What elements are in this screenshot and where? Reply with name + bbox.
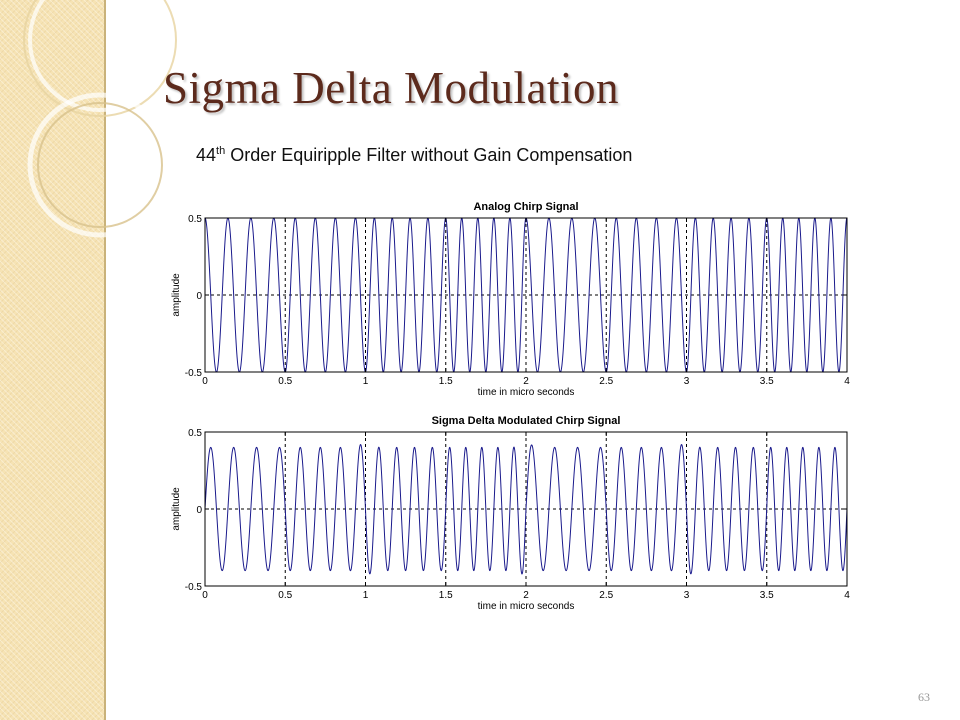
y-tick-label: 0.5 <box>188 428 202 439</box>
x-tick-label: 2.5 <box>599 590 613 601</box>
x-tick-label: 2 <box>523 590 529 601</box>
x-tick-label: 0 <box>202 376 208 387</box>
y-axis-label: amplitude <box>171 273 182 317</box>
chart-title: Analog Chirp Signal <box>473 201 578 213</box>
y-axis-label: amplitude <box>171 487 182 531</box>
x-tick-label: 0.5 <box>278 376 292 387</box>
slide-subtitle: 44th Order Equiripple Filter without Gai… <box>196 145 632 166</box>
subtitle-text: Order Equiripple Filter without Gain Com… <box>225 145 633 165</box>
x-tick-label: 1.5 <box>439 376 453 387</box>
x-tick-label: 3 <box>684 590 690 601</box>
waveform-line <box>204 443 848 575</box>
x-tick-label: 0.5 <box>278 590 292 601</box>
ordinal-suffix: th <box>216 145 226 157</box>
x-tick-label: 2 <box>523 376 529 387</box>
x-tick-label: 3 <box>684 376 690 387</box>
x-tick-label: 1 <box>363 376 369 387</box>
x-tick-label: 0 <box>202 590 208 601</box>
y-tick-label: 0.5 <box>188 214 202 225</box>
x-axis-label: time in micro seconds <box>478 601 575 612</box>
x-tick-label: 2.5 <box>599 376 613 387</box>
filter-order: 44 <box>196 145 217 165</box>
page-number: 63 <box>918 690 930 704</box>
x-tick-label: 1 <box>363 590 369 601</box>
sidebar-divider <box>104 0 106 720</box>
x-axis-label: time in micro seconds <box>478 387 575 398</box>
slide-title: Sigma Delta Modulation <box>163 63 619 113</box>
y-tick-label: -0.5 <box>185 582 203 593</box>
y-tick-label: 0 <box>196 505 202 516</box>
x-tick-label: 1.5 <box>439 590 453 601</box>
x-tick-label: 4 <box>844 376 850 387</box>
chart-title: Sigma Delta Modulated Chirp Signal <box>432 415 621 427</box>
decorative-sidebar <box>0 0 104 720</box>
x-tick-label: 3.5 <box>760 376 774 387</box>
x-tick-label: 3.5 <box>760 590 774 601</box>
y-tick-label: -0.5 <box>185 368 203 379</box>
y-tick-label: 0 <box>196 291 202 302</box>
x-tick-label: 4 <box>844 590 850 601</box>
